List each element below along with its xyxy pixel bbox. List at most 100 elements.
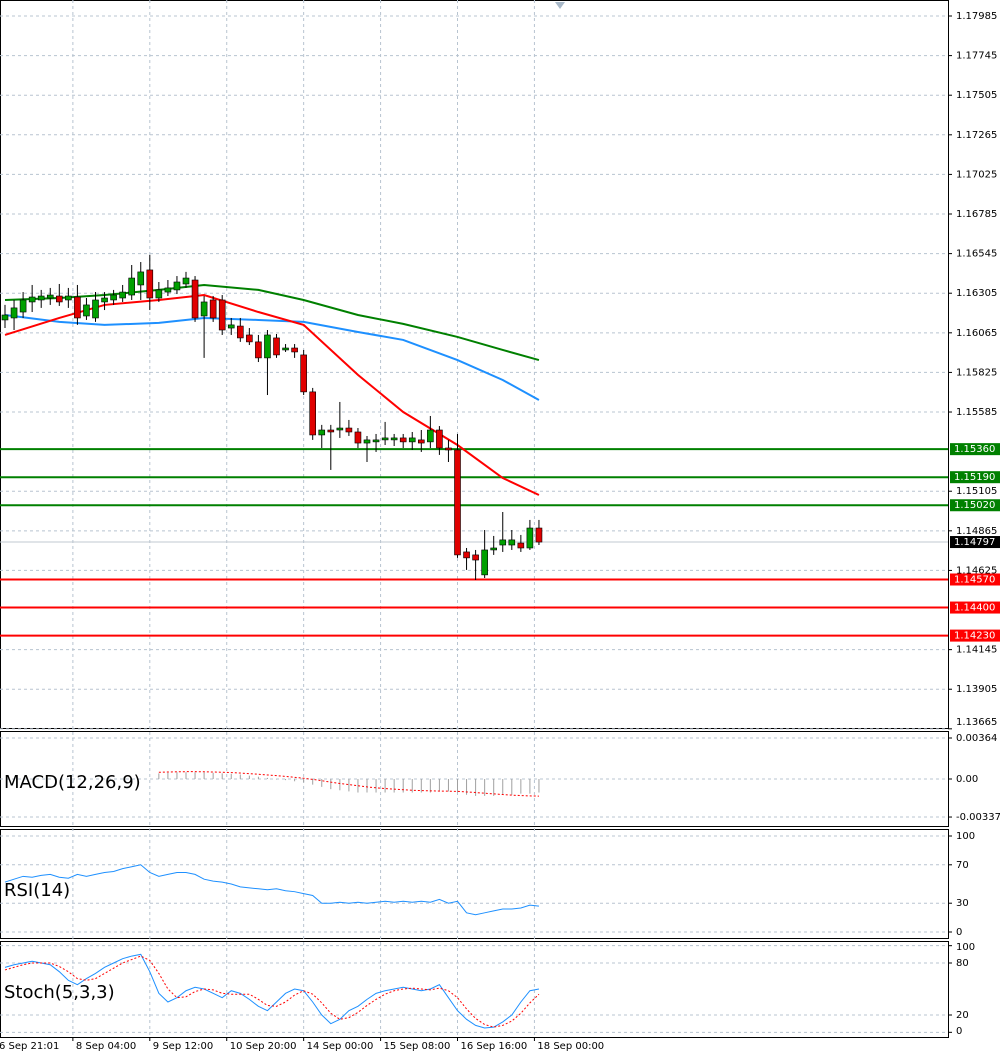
x-tick-label: 14 Sep 00:00 — [307, 1041, 374, 1052]
candle-body — [282, 347, 289, 351]
candle-body — [1, 314, 9, 321]
x-tick-label: 10 Sep 20:00 — [230, 1041, 297, 1052]
y-tick-label: 1.17745 — [956, 51, 997, 62]
y-tick-label: 1.16065 — [956, 328, 997, 339]
y-tick-label: 1.16545 — [956, 249, 997, 260]
candle-body — [255, 341, 262, 359]
y-tick-label: 1.15585 — [956, 407, 997, 418]
candle-body — [182, 277, 190, 285]
candle-body — [300, 354, 307, 393]
candle-body — [327, 429, 335, 433]
level-tag — [950, 499, 1000, 512]
y-tick-label: 1.17985 — [956, 11, 997, 22]
candle-body — [28, 296, 36, 303]
x-tick-label: 6 Sep 21:01 — [0, 1041, 59, 1052]
y-tick-label: 1.16305 — [956, 288, 997, 299]
y-tick-label: 1.15105 — [956, 486, 997, 497]
y-tick-label: 1.17505 — [956, 90, 997, 101]
level-label: 1.14797 — [954, 537, 995, 548]
level-tag — [950, 601, 1000, 614]
x-tick-label: 16 Sep 16:00 — [461, 1041, 528, 1052]
level-tag — [950, 629, 1000, 642]
level-label: 1.15190 — [954, 472, 995, 483]
candle-body — [535, 527, 543, 543]
panel-frame — [0, 829, 949, 939]
x-tick-label: 18 Sep 00:00 — [537, 1041, 604, 1052]
candle-body — [427, 429, 434, 443]
candle-body — [146, 269, 154, 299]
candle-body — [517, 542, 525, 549]
y-tick-label: 1.14145 — [956, 645, 997, 656]
candle-body — [390, 437, 398, 441]
candle-body — [463, 551, 470, 559]
x-tick-label: 9 Sep 12:00 — [153, 1041, 213, 1052]
y-tick-label: 70 — [956, 860, 969, 871]
candle-body — [291, 347, 298, 353]
candle-body — [119, 291, 126, 299]
level-tag — [950, 573, 1000, 586]
y-tick-label: 1.17265 — [956, 130, 997, 141]
y-tick-label: 1.13905 — [956, 684, 997, 695]
candle-body — [227, 324, 235, 329]
macd-title: MACD(12,26,9) — [4, 772, 141, 793]
candle-body — [309, 391, 317, 436]
stoch-title: Stoch(5,3,3) — [4, 982, 115, 1003]
indicator-line — [4, 864, 540, 916]
candle-body — [110, 294, 117, 301]
candle-body — [65, 295, 72, 301]
candle-body — [246, 334, 253, 343]
y-tick-label: 30 — [956, 898, 969, 909]
candle-body — [173, 281, 181, 291]
candle-body — [381, 437, 389, 441]
candle-body — [200, 301, 208, 317]
y-tick-label: 1.17025 — [956, 169, 997, 180]
level-label: 1.14400 — [954, 603, 995, 614]
y-tick-label: 0.00364 — [956, 733, 997, 744]
candle-body — [454, 449, 461, 556]
x-tick-label: 8 Sep 04:00 — [76, 1041, 136, 1052]
y-tick-label: 80 — [956, 958, 969, 969]
candle-body — [191, 279, 199, 319]
candle-body — [318, 429, 326, 436]
candle-body — [137, 271, 145, 286]
candle-body — [128, 277, 135, 296]
level-label: 1.15360 — [954, 444, 995, 455]
candle-body — [92, 299, 99, 319]
candle-body — [399, 437, 407, 443]
candle-body — [19, 299, 27, 313]
candle-body — [445, 447, 452, 451]
candle-body — [354, 431, 362, 444]
candle-body — [10, 307, 18, 319]
candle-body — [363, 439, 371, 444]
candle-body — [155, 289, 163, 299]
x-tick-label: 15 Sep 08:00 — [384, 1041, 451, 1052]
y-tick-label: 0.00 — [956, 774, 978, 785]
y-tick-label: 100 — [956, 831, 975, 842]
shift-marker — [555, 2, 565, 9]
candle-body — [209, 299, 217, 319]
level-tag — [950, 536, 1000, 549]
candle-body — [408, 437, 416, 443]
candle-body — [336, 427, 344, 431]
candle-body — [526, 527, 534, 549]
candle-body — [55, 295, 63, 303]
candle-body — [490, 547, 498, 551]
candle-body — [237, 325, 244, 339]
y-tick-label: 1.14625 — [956, 565, 997, 576]
moving-average — [4, 283, 540, 362]
candle-body — [37, 295, 45, 301]
level-label: 1.14230 — [954, 631, 995, 642]
y-tick-label: 1.16785 — [956, 209, 997, 220]
candle-body — [83, 304, 90, 317]
candle-body — [472, 554, 479, 561]
candle-body — [264, 334, 271, 359]
candle-body — [273, 337, 280, 356]
candle-body — [218, 299, 226, 331]
candle-body — [46, 294, 54, 299]
candle-body — [372, 439, 380, 443]
level-label: 1.15020 — [954, 500, 995, 511]
candle-body — [436, 429, 443, 449]
candle-body — [508, 539, 516, 546]
